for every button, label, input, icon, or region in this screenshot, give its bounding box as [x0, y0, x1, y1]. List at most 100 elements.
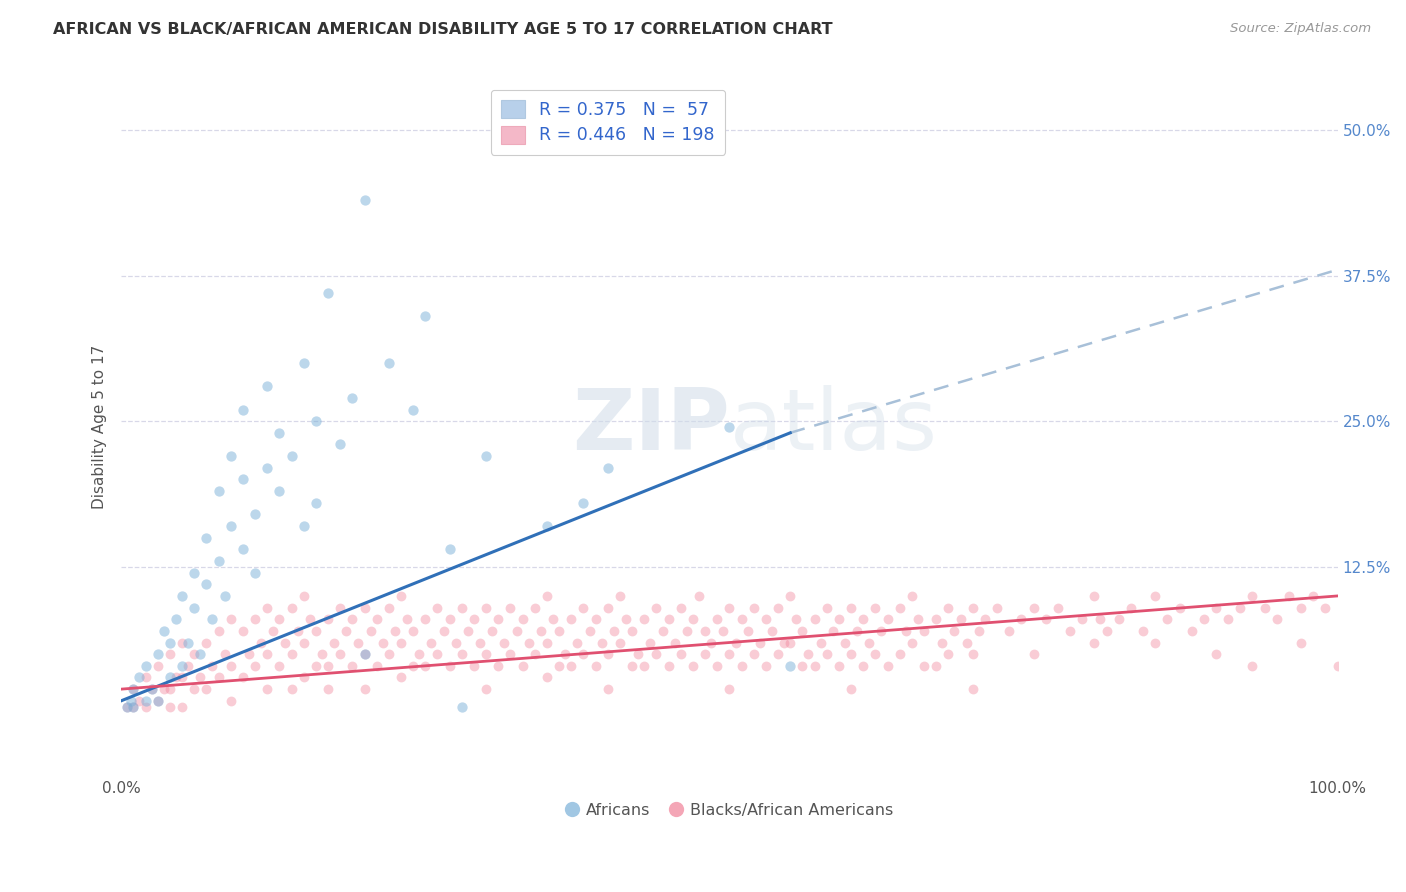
- Point: [621, 624, 644, 638]
- Point: [821, 624, 844, 638]
- Point: [718, 647, 741, 661]
- Point: [651, 624, 673, 638]
- Point: [962, 682, 984, 697]
- Point: [360, 624, 382, 638]
- Point: [316, 285, 339, 300]
- Point: [852, 612, 875, 626]
- Point: [1083, 635, 1105, 649]
- Point: [329, 647, 352, 661]
- Point: [748, 635, 770, 649]
- Point: [342, 391, 364, 405]
- Point: [439, 542, 461, 557]
- Point: [378, 647, 401, 661]
- Text: AFRICAN VS BLACK/AFRICAN AMERICAN DISABILITY AGE 5 TO 17 CORRELATION CHART: AFRICAN VS BLACK/AFRICAN AMERICAN DISABI…: [53, 22, 832, 37]
- Point: [256, 647, 278, 661]
- Point: [1090, 612, 1112, 626]
- Point: [1144, 589, 1167, 603]
- Point: [761, 624, 783, 638]
- Point: [1046, 600, 1069, 615]
- Point: [676, 624, 699, 638]
- Point: [366, 612, 388, 626]
- Point: [724, 635, 747, 649]
- Point: [931, 635, 953, 649]
- Point: [609, 635, 631, 649]
- Point: [243, 566, 266, 580]
- Point: [912, 658, 935, 673]
- Point: [742, 647, 765, 661]
- Point: [1229, 600, 1251, 615]
- Point: [621, 658, 644, 673]
- Point: [135, 699, 157, 714]
- Point: [693, 624, 716, 638]
- Point: [609, 589, 631, 603]
- Point: [567, 635, 589, 649]
- Point: [766, 647, 789, 661]
- Point: [815, 647, 838, 661]
- Point: [962, 647, 984, 661]
- Point: [901, 635, 924, 649]
- Point: [232, 402, 254, 417]
- Point: [658, 612, 681, 626]
- Point: [269, 484, 291, 499]
- Point: [122, 699, 145, 714]
- Point: [658, 658, 681, 673]
- Point: [402, 658, 425, 673]
- Point: [1022, 647, 1045, 661]
- Point: [633, 658, 655, 673]
- Point: [560, 658, 582, 673]
- Point: [682, 658, 704, 673]
- Point: [755, 658, 778, 673]
- Point: [311, 647, 333, 661]
- Point: [560, 612, 582, 626]
- Point: [536, 519, 558, 533]
- Point: [195, 682, 218, 697]
- Point: [548, 658, 571, 673]
- Point: [426, 600, 449, 615]
- Point: [876, 612, 898, 626]
- Point: [316, 682, 339, 697]
- Point: [165, 612, 187, 626]
- Point: [389, 671, 412, 685]
- Point: [810, 635, 832, 649]
- Point: [614, 612, 637, 626]
- Point: [669, 600, 692, 615]
- Point: [548, 624, 571, 638]
- Point: [207, 484, 229, 499]
- Point: [232, 624, 254, 638]
- Point: [956, 635, 979, 649]
- Legend: Africans, Blacks/African Americans: Africans, Blacks/African Americans: [558, 797, 900, 824]
- Point: [439, 658, 461, 673]
- Point: [159, 699, 181, 714]
- Point: [384, 624, 406, 638]
- Point: [323, 635, 346, 649]
- Point: [1071, 612, 1094, 626]
- Point: [1108, 612, 1130, 626]
- Point: [967, 624, 990, 638]
- Point: [1156, 612, 1178, 626]
- Point: [523, 600, 546, 615]
- Point: [693, 647, 716, 661]
- Point: [152, 682, 174, 697]
- Point: [938, 647, 960, 661]
- Point: [146, 694, 169, 708]
- Point: [120, 694, 142, 708]
- Point: [1315, 600, 1337, 615]
- Point: [159, 647, 181, 661]
- Point: [792, 624, 814, 638]
- Point: [1035, 612, 1057, 626]
- Point: [432, 624, 454, 638]
- Point: [117, 699, 139, 714]
- Point: [353, 682, 375, 697]
- Point: [865, 600, 887, 615]
- Point: [846, 624, 869, 638]
- Point: [207, 671, 229, 685]
- Point: [305, 658, 328, 673]
- Point: [177, 635, 200, 649]
- Point: [803, 612, 825, 626]
- Point: [165, 671, 187, 685]
- Point: [128, 694, 150, 708]
- Point: [366, 658, 388, 673]
- Point: [669, 647, 692, 661]
- Point: [554, 647, 576, 661]
- Point: [389, 589, 412, 603]
